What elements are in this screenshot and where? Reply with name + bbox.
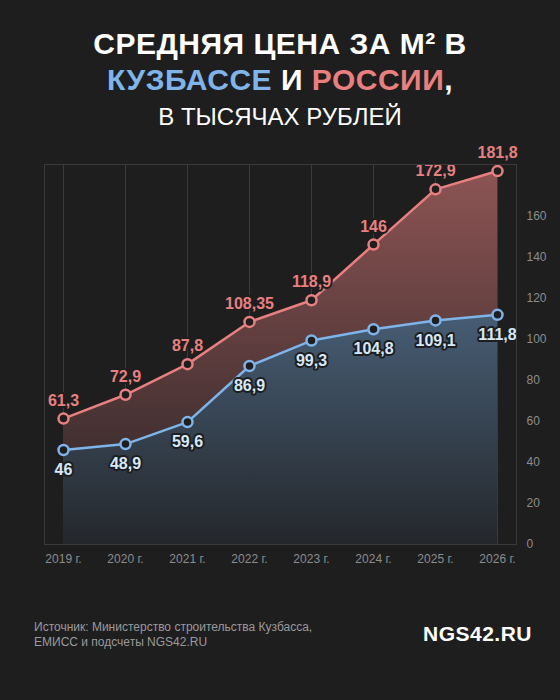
html-text:NGS42.RU: NGS42.RU [423, 622, 532, 645]
svg-text:160: 160 [527, 209, 547, 223]
svg-text:80: 80 [527, 373, 541, 387]
svg-text:72,9: 72,9 [110, 368, 141, 385]
svg-text:0: 0 [527, 537, 534, 551]
svg-text:2021 г.: 2021 г. [169, 552, 205, 566]
html-text:КУЗБАССЕ И РОССИИ,: КУЗБАССЕ И РОССИИ, [106, 63, 454, 96]
svg-text:2026 г.: 2026 г. [479, 552, 515, 566]
html-text:СРЕДНЯЯ ЦЕНА ЗА М² В: СРЕДНЯЯ ЦЕНА ЗА М² В [93, 27, 467, 60]
svg-text:99,3: 99,3 [296, 352, 327, 369]
svg-text:181,8: 181,8 [477, 144, 517, 161]
svg-text:172,9: 172,9 [415, 162, 455, 179]
svg-text:109,1: 109,1 [415, 332, 455, 349]
svg-text:2024 г.: 2024 г. [355, 552, 391, 566]
svg-text:120: 120 [527, 291, 547, 305]
svg-text:87,8: 87,8 [172, 337, 203, 354]
svg-text:104,8: 104,8 [353, 340, 393, 357]
svg-text:59,6: 59,6 [172, 433, 203, 450]
svg-text:140: 140 [527, 250, 547, 264]
svg-text:2019 г.: 2019 г. [45, 552, 81, 566]
svg-text:86,9: 86,9 [234, 377, 265, 394]
svg-text:2025 г.: 2025 г. [417, 552, 453, 566]
html-text:В ТЫСЯЧАХ РУБЛЕЙ: В ТЫСЯЧАХ РУБЛЕЙ [158, 103, 402, 130]
svg-text:2022 г.: 2022 г. [231, 552, 267, 566]
svg-text:48,9: 48,9 [110, 455, 141, 472]
svg-text:2020 г.: 2020 г. [107, 552, 143, 566]
html-text:Источник: Министерство строите: Источник: Министерство строительства Куз… [34, 620, 313, 649]
svg-text:111,8: 111,8 [478, 326, 516, 343]
svg-text:2023 г.: 2023 г. [293, 552, 329, 566]
svg-text:100: 100 [527, 332, 547, 346]
svg-text:61,3: 61,3 [48, 392, 79, 409]
svg-text:118,9: 118,9 [292, 273, 331, 290]
svg-text:20: 20 [527, 496, 541, 510]
svg-text:40: 40 [527, 455, 541, 469]
svg-text:108,35: 108,35 [225, 295, 274, 312]
svg-text:46: 46 [55, 461, 73, 478]
svg-text:60: 60 [527, 414, 541, 428]
svg-text:146: 146 [360, 218, 387, 235]
